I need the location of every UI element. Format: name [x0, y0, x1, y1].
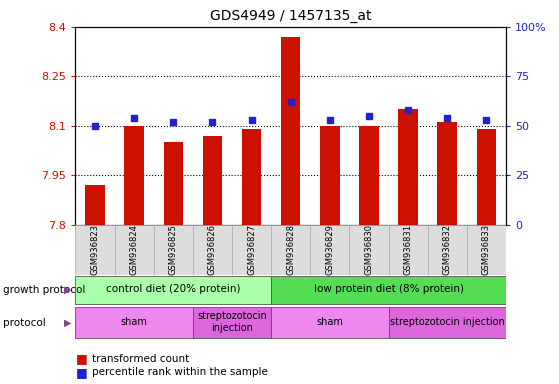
Bar — [164, 142, 183, 225]
Text: ▶: ▶ — [64, 318, 72, 328]
Text: GSM936828: GSM936828 — [286, 224, 295, 275]
Bar — [281, 37, 301, 225]
Text: streptozotocin injection: streptozotocin injection — [390, 317, 505, 327]
Text: GSM936830: GSM936830 — [364, 224, 373, 275]
Bar — [438, 122, 457, 225]
Bar — [193, 225, 232, 275]
Bar — [242, 129, 262, 225]
Bar — [75, 225, 115, 275]
Bar — [154, 225, 193, 275]
Bar — [428, 225, 467, 275]
Bar — [203, 136, 222, 225]
Bar — [232, 225, 271, 275]
Bar — [271, 225, 310, 275]
Bar — [125, 126, 144, 225]
Text: GSM936832: GSM936832 — [443, 224, 452, 275]
Bar — [271, 276, 506, 304]
Text: GSM936825: GSM936825 — [169, 224, 178, 275]
Bar — [85, 185, 105, 225]
Text: ■: ■ — [75, 366, 87, 379]
Text: ▶: ▶ — [64, 285, 72, 295]
Text: GSM936823: GSM936823 — [91, 224, 100, 275]
Bar — [467, 225, 506, 275]
Text: growth protocol: growth protocol — [3, 285, 85, 295]
Text: GSM936824: GSM936824 — [130, 224, 139, 275]
Text: sham: sham — [316, 317, 343, 327]
Text: control diet (20% protein): control diet (20% protein) — [106, 284, 240, 294]
Bar — [75, 276, 271, 304]
Text: GSM936827: GSM936827 — [247, 224, 256, 275]
Bar — [310, 225, 349, 275]
Text: protocol: protocol — [3, 318, 45, 328]
Bar — [271, 307, 389, 338]
Bar — [389, 307, 506, 338]
Text: streptozotocin
injection: streptozotocin injection — [197, 311, 267, 333]
Text: GSM936829: GSM936829 — [325, 224, 334, 275]
Bar — [349, 225, 389, 275]
Bar — [320, 126, 340, 225]
Bar — [398, 109, 418, 225]
Text: low protein diet (8% protein): low protein diet (8% protein) — [314, 284, 463, 294]
Bar — [359, 126, 379, 225]
Bar — [75, 307, 193, 338]
Text: GSM936831: GSM936831 — [404, 224, 413, 275]
Bar — [477, 129, 496, 225]
Text: GSM936826: GSM936826 — [208, 224, 217, 275]
Bar — [193, 307, 271, 338]
Text: ■: ■ — [75, 353, 87, 366]
Text: sham: sham — [121, 317, 148, 327]
Bar — [389, 225, 428, 275]
Text: transformed count: transformed count — [92, 354, 190, 364]
Title: GDS4949 / 1457135_at: GDS4949 / 1457135_at — [210, 9, 371, 23]
Text: percentile rank within the sample: percentile rank within the sample — [92, 367, 268, 377]
Text: GSM936833: GSM936833 — [482, 224, 491, 275]
Bar — [115, 225, 154, 275]
